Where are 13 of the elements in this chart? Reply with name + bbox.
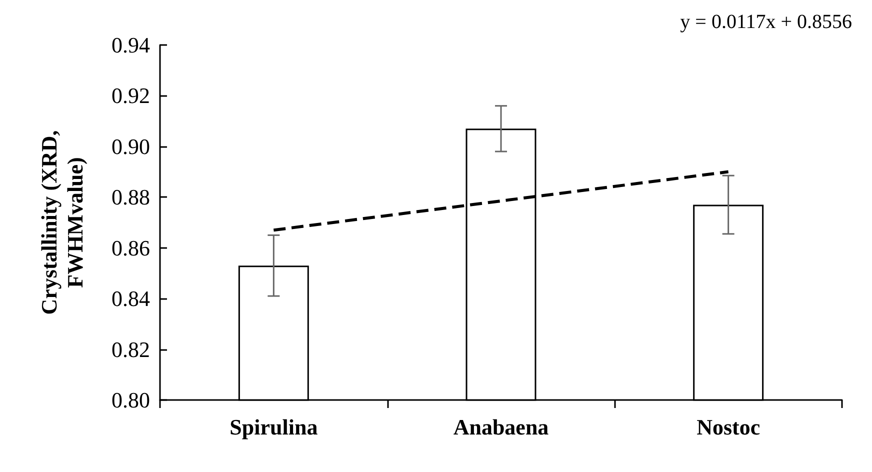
x-tick-label: Anabaena (453, 414, 549, 440)
x-tick-label: Nostoc (696, 414, 760, 440)
y-tick-label: 0.82 (112, 336, 150, 362)
y-axis-title: Crystallinity (XRD, FWHMvalue) (36, 130, 88, 315)
text: y = 0.0117x + 0.8556 (680, 11, 852, 33)
y-tick-label: 0.90 (112, 134, 150, 159)
y-tick-label: 0.86 (112, 235, 150, 260)
y-tick-label: 0.92 (112, 83, 150, 108)
y-tick-label: 0.94 (112, 32, 150, 58)
y-tick-label: 0.88 (112, 184, 150, 210)
y-tick-label: 0.84 (112, 286, 150, 312)
y-tick-label: 0.80 (112, 388, 150, 412)
x-tick-label: Spirulina (230, 414, 318, 440)
